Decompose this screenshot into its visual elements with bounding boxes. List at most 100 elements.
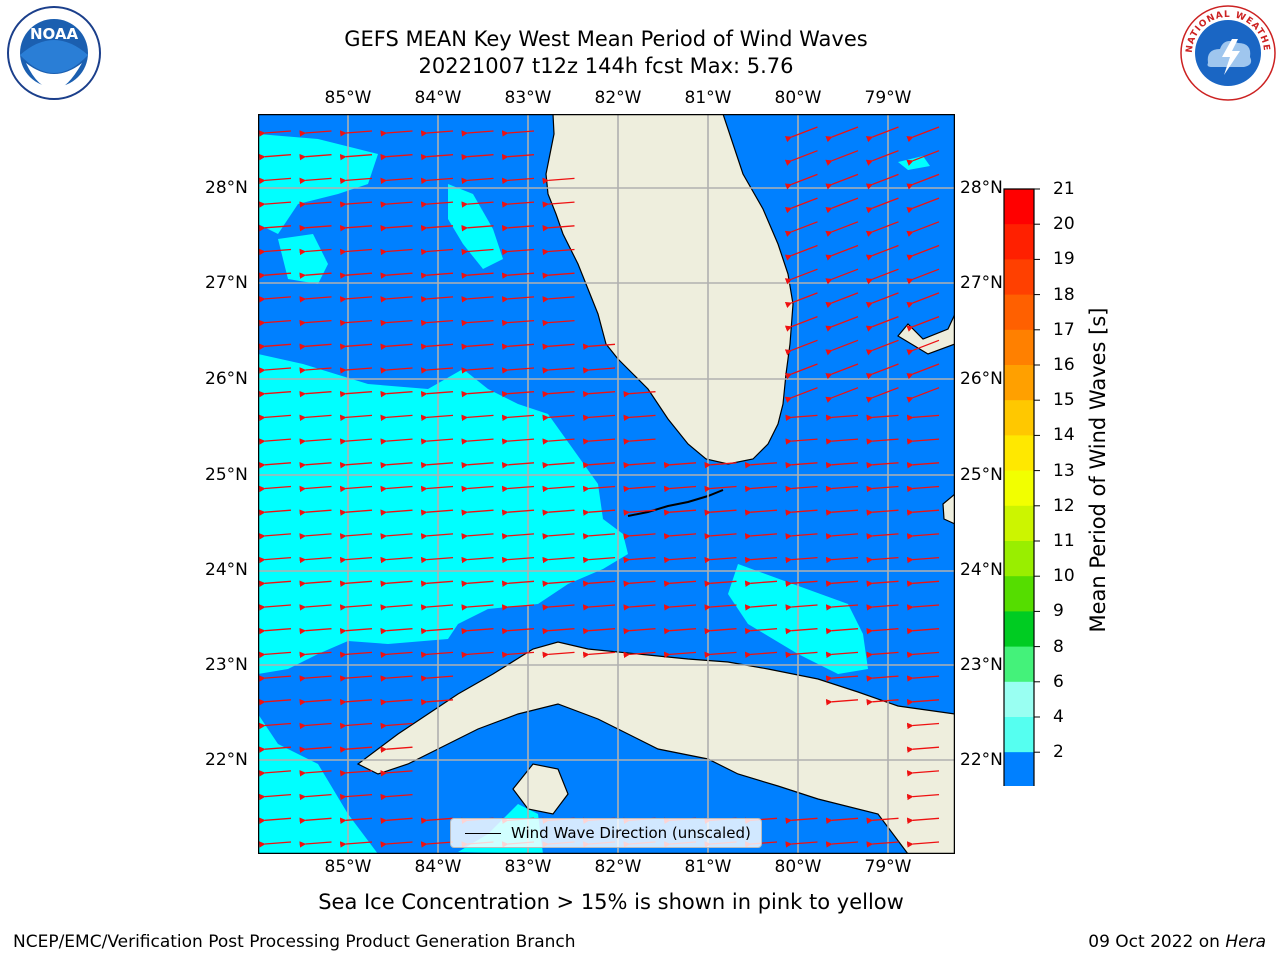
wind-wave-arrow — [299, 722, 332, 730]
wind-wave-arrow — [623, 580, 656, 587]
wind-wave-arrow — [784, 339, 818, 356]
wind-wave-arrow — [339, 201, 373, 208]
wind-wave-arrow — [501, 556, 535, 564]
lon-label-top: 85°W — [324, 88, 372, 108]
wind-wave-arrow — [825, 817, 859, 824]
wind-wave-arrow — [501, 627, 535, 635]
wind-wave-arrow — [906, 126, 940, 143]
wind-wave-arrow — [299, 201, 332, 208]
lat-label-right: 26°N — [960, 369, 1003, 389]
wind-wave-arrow — [866, 438, 899, 445]
wind-wave-arrow — [258, 319, 292, 327]
wind-wave-arrow — [420, 296, 454, 303]
wind-wave-arrow — [299, 367, 332, 374]
wind-wave-arrow — [501, 296, 535, 303]
colorbar-segment — [1004, 294, 1034, 331]
wind-wave-arrow — [258, 296, 292, 303]
wind-wave-arrow — [704, 580, 737, 587]
wind-wave-arrow — [380, 296, 413, 303]
wind-wave-arrow — [339, 177, 373, 185]
wind-wave-arrow — [461, 319, 494, 327]
wind-wave-arrow — [339, 462, 373, 469]
wind-wave-arrow — [420, 343, 454, 350]
wind-wave-arrow — [785, 580, 818, 587]
wind-wave-arrow — [704, 604, 737, 611]
wind-wave-arrow — [784, 387, 818, 403]
wind-wave-arrow — [380, 675, 413, 682]
wind-wave-arrow — [906, 651, 940, 659]
wind-wave-arrow — [623, 533, 656, 540]
wind-wave-arrow — [339, 130, 373, 137]
wind-wave-arrow — [339, 793, 373, 801]
colorbar — [1003, 188, 1040, 786]
wind-wave-arrow — [785, 817, 818, 824]
wind-wave-arrow — [542, 343, 575, 350]
wind-wave-arrow — [501, 651, 535, 659]
wind-wave-arrow — [339, 296, 373, 303]
graticule — [258, 114, 955, 854]
wind-wave-arrow — [380, 225, 413, 232]
wind-wave-arrow — [299, 604, 332, 611]
colorbar-tick-label: 15 — [1053, 390, 1075, 411]
wind-wave-arrow — [299, 627, 332, 635]
wind-wave-arrow — [461, 509, 494, 516]
wind-wave-arrow — [663, 462, 697, 469]
wind-wave-arrow — [865, 221, 899, 237]
wind-wave-arrow — [501, 343, 535, 350]
wind-wave-arrow — [420, 272, 454, 279]
wind-wave-arrow — [461, 153, 494, 161]
wind-wave-arrow — [339, 319, 373, 327]
wind-wave-arrow — [461, 296, 494, 303]
wind-wave-arrow — [501, 414, 535, 422]
wind-wave-arrow — [258, 675, 292, 682]
wind-wave-arrow — [906, 150, 940, 166]
wind-wave-arrow — [299, 533, 332, 540]
period-band-4-6 — [278, 234, 328, 284]
wind-wave-arrow — [501, 604, 535, 611]
wind-wave-arrow — [784, 363, 818, 380]
wind-wave-arrow — [299, 272, 332, 279]
cuba-land — [356, 641, 955, 854]
colorbar-segment — [1004, 505, 1034, 542]
wind-wave-arrow — [906, 268, 940, 285]
wind-wave-arrow — [663, 485, 697, 493]
nws-logo: NATIONAL WEATHER SERVICE — [1178, 3, 1276, 101]
wind-wave-arrow — [258, 248, 292, 256]
wind-wave-arrow — [825, 268, 859, 285]
wind-wave-arrow — [339, 509, 373, 516]
wind-wave-arrow — [582, 343, 616, 350]
wind-wave-arrow — [299, 462, 332, 469]
wind-wave-arrow — [339, 580, 373, 587]
wind-wave-arrow — [744, 485, 778, 493]
wind-wave-arrow — [906, 414, 940, 422]
wind-wave-arrow — [542, 604, 575, 611]
wind-wave-arrow — [906, 841, 940, 848]
wind-wave-arrow — [704, 533, 737, 540]
wind-wave-arrow — [582, 438, 616, 445]
wind-wave-arrow — [623, 462, 656, 469]
wind-wave-arrow — [258, 485, 292, 493]
wind-wave-arrow — [299, 438, 332, 445]
wind-wave-arrow — [865, 315, 899, 332]
colorbar-segment — [1004, 646, 1034, 683]
wind-wave-arrow — [299, 699, 332, 706]
wind-wave-arrow — [744, 604, 778, 611]
wind-wave-arrow — [339, 367, 373, 374]
colorbar-tick-label: 19 — [1053, 249, 1075, 270]
wind-wave-arrow — [906, 793, 940, 801]
wind-wave-arrow — [258, 580, 292, 587]
wind-wave-arrow — [299, 343, 332, 350]
wind-wave-arrow — [258, 841, 292, 848]
wind-wave-arrow — [784, 221, 818, 237]
wind-wave-arrow — [825, 580, 859, 587]
wind-wave-arrow — [825, 699, 859, 706]
wind-wave-arrow — [461, 272, 494, 279]
bahamas-land — [897, 313, 955, 355]
wind-wave-arrow — [784, 292, 818, 309]
florida-keys — [627, 489, 724, 517]
wind-wave-arrow — [825, 292, 859, 309]
wind-wave-arrow — [258, 390, 292, 398]
wind-wave-arrow — [420, 225, 454, 232]
wind-wave-arrow — [865, 244, 899, 261]
wind-wave-arrow — [906, 699, 940, 706]
